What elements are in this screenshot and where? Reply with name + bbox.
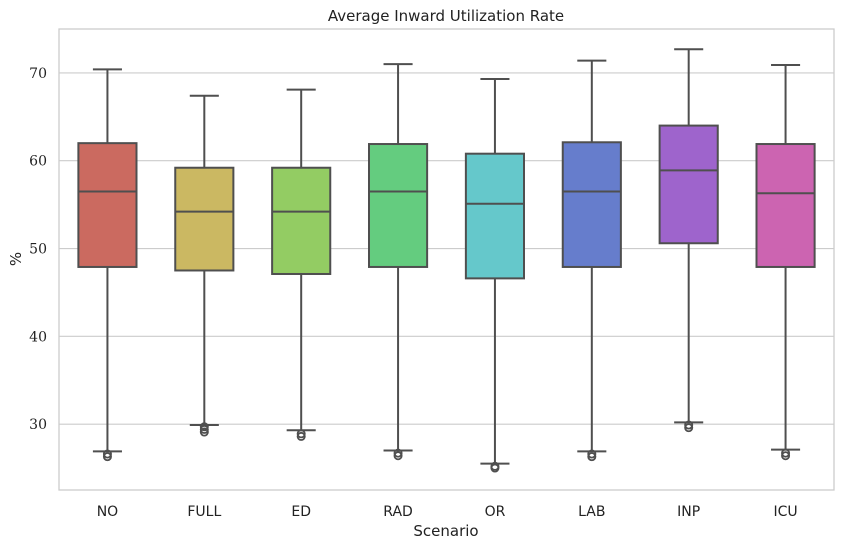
x-axis-label: Scenario [413,522,478,540]
box-iqr-icu [755,143,816,268]
box-rad [368,63,429,461]
box-iqr-inp [658,124,719,245]
box-lab [561,59,622,462]
y-tick-labels: 30 40 50 60 70 [29,66,47,433]
box-iqr-full [174,166,235,272]
x-tick-label-or: OR [485,504,506,520]
y-tick-label-70: 70 [29,66,47,82]
box-iqr-lab [561,141,622,268]
box-ed [271,88,332,441]
outlier-full-2 [199,422,209,432]
box-or [464,78,525,473]
box-iqr-no [77,142,138,268]
box-no [77,68,138,462]
outlier-lab-1 [587,449,597,459]
x-tick-labels: NO FULL ED RAD OR LAB INP ICU [97,504,798,520]
box-iqr-rad [368,143,429,268]
chart-title: Average Inward Utilization Rate [328,7,564,25]
x-tick-label-no: NO [97,504,119,520]
box-full [174,94,235,437]
x-tick-label-inp: INP [677,504,700,520]
x-tick-label-full: FULL [187,504,221,520]
boxes-layer [77,48,816,473]
box-inp [658,48,719,433]
x-tick-label-lab: LAB [578,504,605,520]
outlier-no-1 [102,449,112,459]
x-tick-label-ed: ED [291,504,311,520]
x-tick-label-rad: RAD [383,504,413,520]
outlier-icu-1 [781,448,791,458]
box-iqr-ed [271,166,332,275]
box-icu [755,64,816,461]
outlier-ed-1 [296,429,306,439]
y-tick-label-60: 60 [29,154,47,170]
plot-frame [58,28,835,491]
x-tick-label-icu: ICU [773,504,797,520]
y-tick-label-40: 40 [29,329,47,345]
y-tick-label-50: 50 [29,242,47,258]
outlier-rad-1 [393,448,403,458]
outlier-or-1 [490,461,500,471]
y-axis-label: % [7,252,25,266]
outlier-inp-1 [684,420,694,430]
y-tick-label-30: 30 [29,417,47,433]
box-iqr-or [464,152,525,280]
